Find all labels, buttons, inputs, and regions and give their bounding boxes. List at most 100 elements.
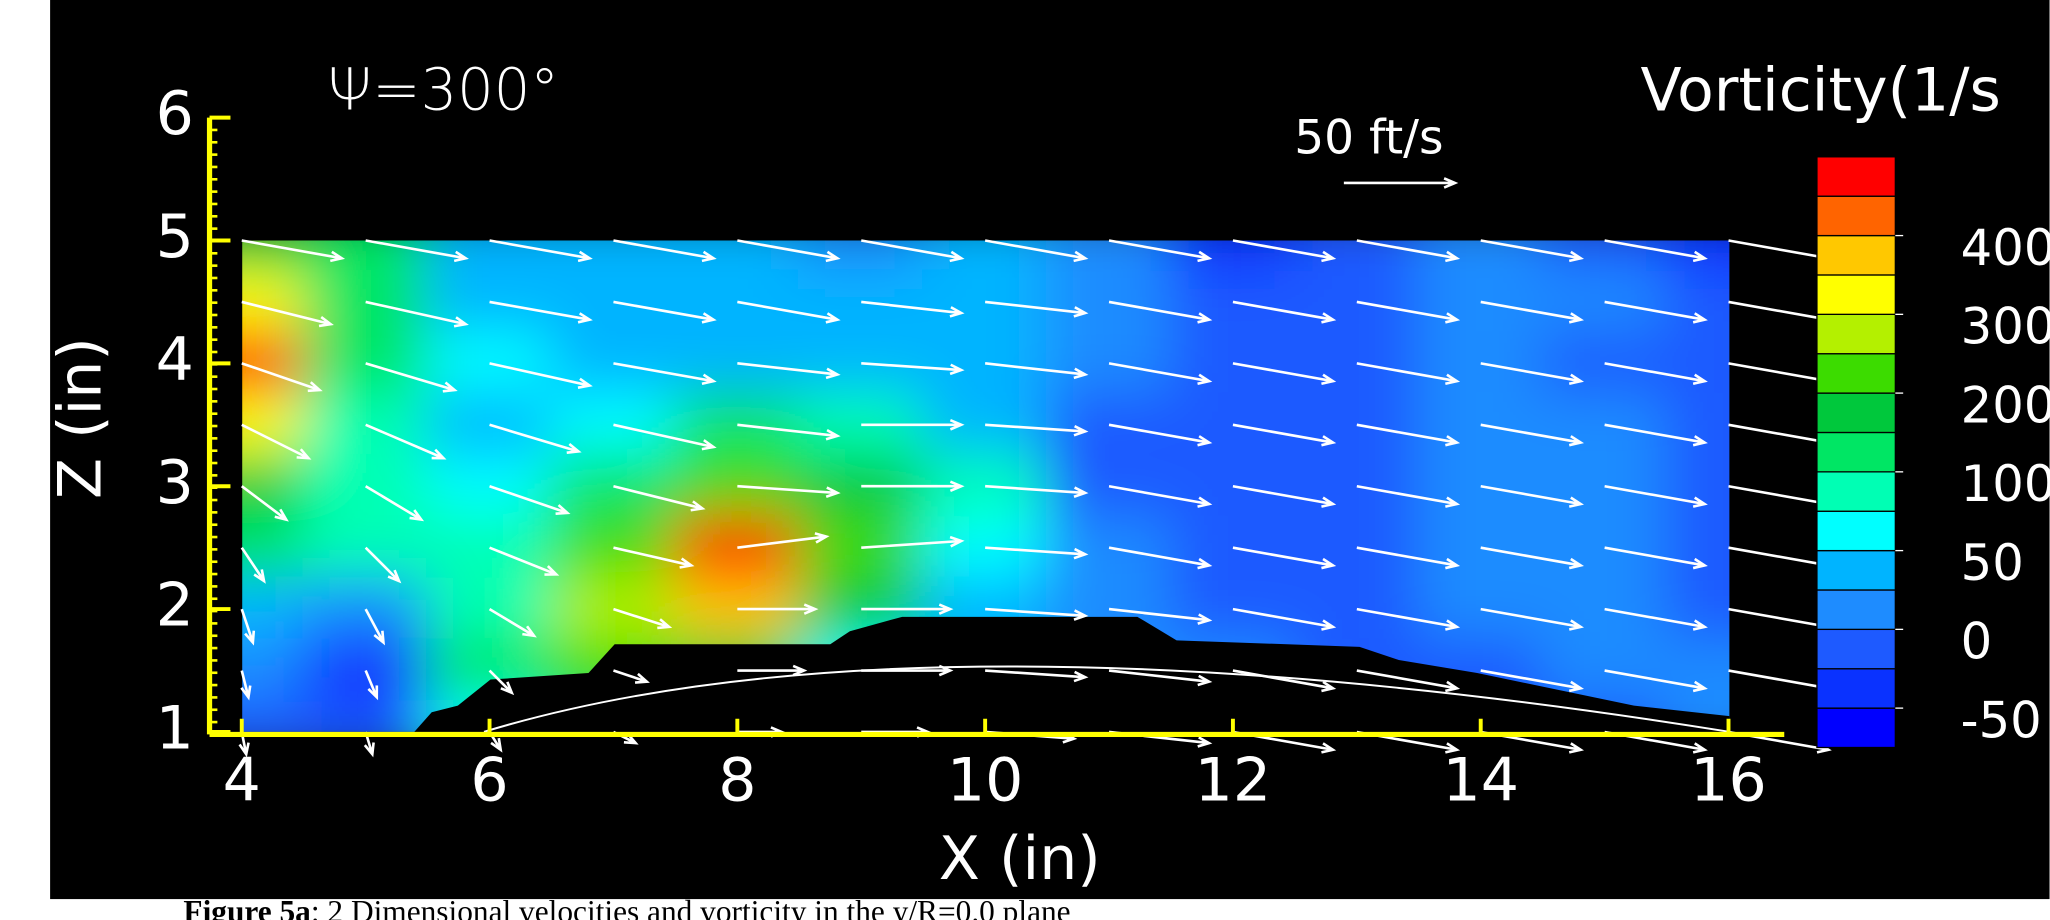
contour-cell	[1169, 577, 1297, 642]
vector	[613, 300, 717, 324]
contour-cell	[1541, 577, 1668, 642]
vector	[1480, 362, 1584, 386]
colorbar-band	[1816, 707, 1896, 749]
vector	[613, 546, 695, 569]
vector	[1108, 300, 1213, 324]
y-tick-label: 2	[156, 571, 194, 641]
vector	[985, 484, 1089, 498]
colorbar: 400 300 200 100 50 0 -50	[1816, 156, 2050, 749]
contour-cell	[921, 515, 1049, 580]
vector	[1343, 177, 1459, 189]
contour-cell	[426, 577, 553, 642]
vector	[1604, 546, 1708, 570]
vector	[365, 362, 458, 393]
vector	[1604, 300, 1708, 324]
vector	[1356, 362, 1461, 386]
colorbar-band	[1816, 392, 1896, 434]
vector	[1480, 607, 1584, 631]
colorbar-tick-label: 300	[1961, 298, 2050, 356]
vector	[1108, 239, 1213, 263]
vector	[861, 603, 954, 615]
contour-cell	[1169, 515, 1297, 580]
contour-cell	[242, 638, 306, 703]
vector	[1480, 484, 1584, 508]
colorbar-tick-label: 50	[1961, 534, 2024, 592]
contour-cell	[1665, 577, 1730, 642]
vector	[488, 607, 537, 638]
colorbar-tick-label: -50	[1961, 691, 2042, 749]
vector	[1232, 607, 1337, 631]
vector	[489, 300, 593, 324]
vector	[985, 546, 1089, 560]
contour-cell	[242, 392, 306, 457]
contour-cell	[302, 240, 429, 273]
vector	[1480, 669, 1584, 693]
vector	[1604, 362, 1708, 386]
contour-cell	[1665, 454, 1730, 519]
vector	[1356, 546, 1461, 570]
colorbar-tick-label: 200	[1961, 376, 2050, 434]
colorbar-band	[1816, 156, 1896, 197]
vector	[1232, 546, 1337, 570]
vector	[1232, 669, 1337, 693]
contour-cell	[1541, 240, 1668, 273]
vector	[1232, 484, 1337, 508]
y-tick-label: 4	[156, 325, 194, 395]
vector	[488, 669, 515, 696]
vector	[1604, 607, 1708, 631]
contour-cell	[550, 454, 677, 519]
vector	[1480, 546, 1584, 570]
colorbar-band	[1816, 668, 1896, 709]
contour-cell	[426, 240, 553, 273]
vector	[737, 532, 830, 549]
vector	[489, 239, 593, 263]
vector	[737, 664, 808, 677]
colorbar-tick-label: 400	[1961, 219, 2050, 277]
contour-cell	[1665, 515, 1730, 580]
contour-cell	[1169, 240, 1297, 273]
vector	[861, 362, 965, 376]
vector	[489, 423, 582, 455]
contour-cell	[302, 515, 429, 580]
contour-cell	[1045, 240, 1173, 273]
colorbar-band	[1816, 313, 1896, 355]
colorbar-band	[1816, 628, 1896, 670]
colorbar-band	[1816, 589, 1896, 631]
vector	[737, 239, 841, 263]
contour-cell	[242, 515, 306, 580]
vector	[861, 664, 954, 677]
vector	[861, 239, 965, 263]
vector	[489, 362, 593, 389]
vector	[985, 423, 1089, 437]
vector	[241, 239, 346, 263]
contour-cell	[1045, 331, 1173, 396]
vector	[489, 484, 571, 516]
colorbar-tick-label: 100	[1961, 455, 2050, 513]
caption: Figure 5a: 2 Dimensional velocities and …	[183, 894, 1070, 920]
vector	[985, 669, 1089, 683]
contour-cell	[1417, 577, 1544, 642]
colorbar-band	[1816, 471, 1896, 512]
chart-title: Ψ=300°	[327, 57, 559, 124]
caption-text: : 2 Dimensional velocities and vorticity…	[311, 894, 1071, 920]
vector	[861, 300, 965, 318]
vector	[364, 670, 379, 701]
contour-cell	[1293, 515, 1421, 580]
y-tick-label: 1	[156, 694, 194, 764]
vector	[1108, 484, 1213, 508]
vector	[613, 239, 717, 263]
vector	[1480, 300, 1584, 324]
vector	[240, 670, 252, 701]
contour-cell	[550, 577, 677, 642]
contour-cell	[550, 515, 677, 580]
vector	[240, 608, 256, 646]
x-tick-label: 6	[470, 746, 508, 816]
vector	[1604, 484, 1708, 508]
vector	[240, 485, 289, 522]
vector	[1356, 423, 1461, 447]
vector	[1108, 669, 1213, 687]
contour-cell	[426, 515, 553, 580]
contour-cell	[1665, 638, 1730, 703]
vector	[1108, 423, 1213, 447]
y-tick-label: 6	[156, 79, 194, 149]
